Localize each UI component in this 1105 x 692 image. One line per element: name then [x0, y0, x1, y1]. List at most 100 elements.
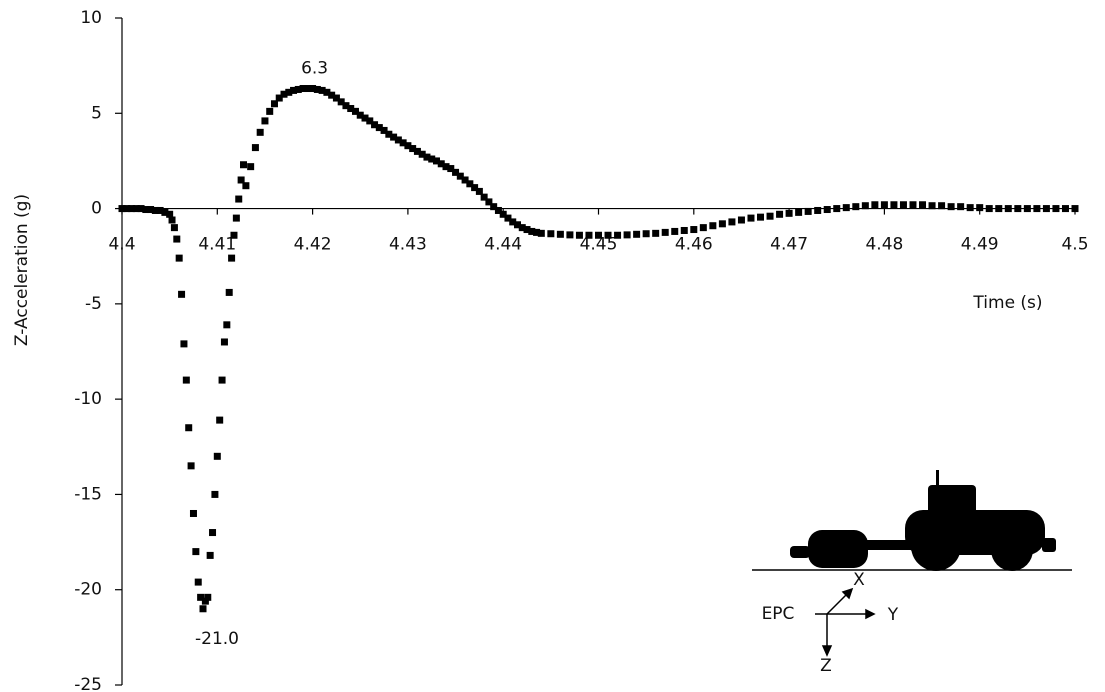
- point: [842, 204, 850, 212]
- point: [266, 107, 274, 115]
- point: [461, 176, 469, 184]
- point: [556, 230, 564, 238]
- point: [957, 203, 965, 211]
- axes-diagram: [815, 587, 876, 657]
- point: [332, 94, 340, 102]
- point: [442, 163, 450, 171]
- point: [938, 202, 946, 210]
- point: [699, 224, 707, 232]
- point: [347, 105, 355, 113]
- point: [504, 214, 512, 222]
- point: [232, 214, 240, 222]
- point: [852, 203, 860, 211]
- y-tick-label: -10: [74, 389, 102, 409]
- point: [595, 231, 602, 239]
- point: [447, 165, 455, 173]
- point: [604, 231, 612, 239]
- point: [533, 228, 541, 236]
- point: [213, 452, 221, 460]
- point: [432, 157, 440, 165]
- point: [218, 376, 226, 384]
- x-tick-label: 4.47: [770, 235, 808, 255]
- point: [494, 206, 502, 214]
- point: [966, 204, 974, 212]
- point: [235, 195, 243, 203]
- point: [804, 207, 812, 215]
- point: [1042, 205, 1050, 213]
- point: [137, 205, 145, 213]
- point: [290, 86, 298, 94]
- point: [123, 205, 131, 213]
- point: [371, 121, 379, 129]
- point: [899, 201, 907, 209]
- point: [375, 124, 383, 132]
- point: [709, 222, 717, 230]
- point: [1061, 205, 1069, 213]
- point: [928, 202, 936, 210]
- point: [270, 100, 278, 108]
- point: [456, 172, 464, 180]
- point: [833, 205, 841, 213]
- point: [1014, 205, 1022, 213]
- point: [182, 376, 190, 384]
- point: [206, 551, 214, 559]
- x-tick-label: 4.41: [198, 235, 236, 255]
- point: [399, 139, 407, 147]
- point: [537, 229, 545, 237]
- point: [356, 111, 364, 119]
- point: [633, 230, 641, 238]
- point: [251, 144, 259, 152]
- point: [209, 529, 217, 537]
- point: [147, 206, 155, 214]
- point: [995, 205, 1003, 213]
- point: [156, 206, 164, 214]
- point: [228, 254, 236, 262]
- point: [985, 205, 993, 213]
- y-tick-label: -5: [85, 294, 102, 314]
- inset-label: Z: [820, 656, 832, 676]
- point: [204, 593, 212, 601]
- point: [304, 85, 312, 93]
- point: [142, 206, 150, 214]
- point: [623, 231, 631, 239]
- inset-label: EPC: [762, 604, 795, 624]
- point: [728, 218, 736, 226]
- point: [230, 231, 238, 239]
- point: [437, 160, 445, 168]
- point: [225, 288, 233, 296]
- x-tick-label: 4.45: [580, 235, 618, 255]
- point: [680, 226, 688, 234]
- point: [323, 88, 331, 96]
- point: [1052, 205, 1060, 213]
- point: [585, 231, 593, 239]
- point: [661, 228, 669, 236]
- point: [652, 229, 660, 237]
- point: [513, 221, 521, 229]
- point: [237, 176, 245, 184]
- point: [318, 86, 326, 94]
- point: [240, 161, 248, 169]
- point: [471, 184, 479, 192]
- point: [947, 203, 955, 211]
- point: [785, 209, 793, 217]
- point: [342, 102, 350, 110]
- y-tick-label: -20: [74, 580, 102, 600]
- point: [187, 462, 195, 470]
- y-axis-label: Z-Acceleration (g): [12, 194, 32, 346]
- point: [485, 198, 493, 206]
- point: [201, 597, 209, 605]
- point: [418, 150, 426, 158]
- point: [161, 208, 169, 216]
- point: [814, 206, 822, 214]
- point: [192, 548, 200, 556]
- y-tick-label: 0: [91, 199, 102, 219]
- x-tick-label: 4.4: [108, 235, 135, 255]
- point: [428, 155, 436, 163]
- point: [216, 416, 224, 424]
- point: [256, 128, 264, 136]
- point: [294, 85, 302, 93]
- point: [128, 205, 136, 213]
- point: [871, 201, 879, 209]
- point: [547, 230, 555, 238]
